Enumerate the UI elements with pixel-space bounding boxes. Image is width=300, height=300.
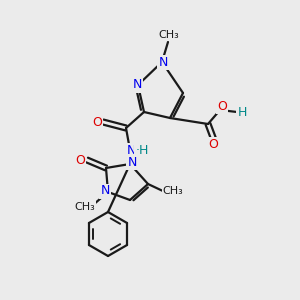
Text: N: N: [132, 79, 142, 92]
Text: CH₃: CH₃: [159, 30, 179, 40]
Text: N: N: [100, 184, 110, 197]
Text: CH₃: CH₃: [163, 186, 183, 196]
Text: H: H: [237, 106, 247, 118]
Text: O: O: [92, 116, 102, 128]
Text: N: N: [127, 155, 137, 169]
Text: O: O: [75, 154, 85, 166]
Text: N: N: [158, 56, 168, 68]
Text: O: O: [208, 137, 218, 151]
Text: CH₃: CH₃: [75, 202, 95, 212]
Text: N: N: [126, 143, 136, 157]
Text: ·H: ·H: [135, 143, 149, 157]
Text: O: O: [217, 100, 227, 112]
